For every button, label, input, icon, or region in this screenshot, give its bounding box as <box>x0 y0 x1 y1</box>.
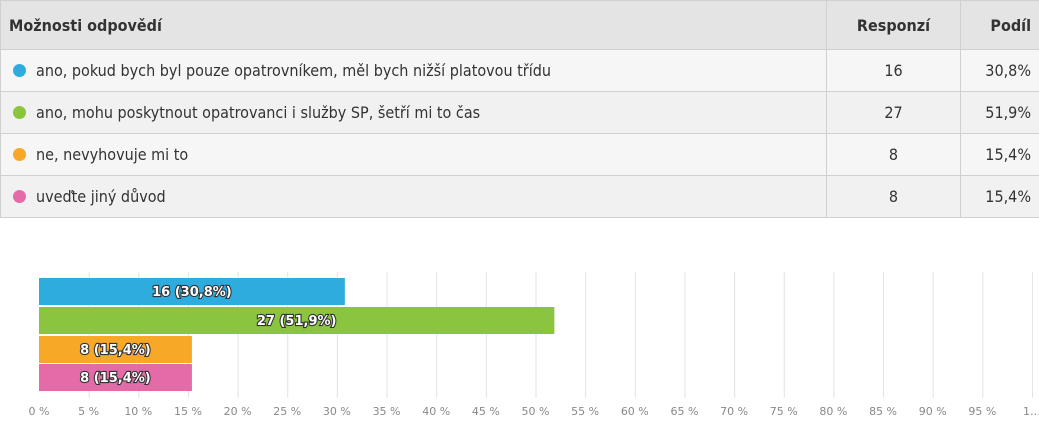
x-tick-label: 1… <box>1023 405 1039 418</box>
color-dot-icon <box>13 190 26 203</box>
x-tick-label: 10 % <box>124 405 152 418</box>
x-tick-label: 65 % <box>670 405 698 418</box>
header-options: Možnosti odpovědí <box>1 1 827 50</box>
header-share: Podíl <box>961 1 1039 50</box>
bar-chart: 0 % 5 % 10 % 15 % 20 % 25 % 30 % 35 % 40 % 45 % 50… <box>0 264 1039 428</box>
option-label: ano, mohu poskytnout opatrovanci i služb… <box>36 103 480 122</box>
count-cell: 8 <box>827 176 961 218</box>
x-tick-label: 35 % <box>373 405 401 418</box>
bar-data-label: 8 (15,4%) <box>80 343 151 358</box>
option-label: ano, pokud bych byl pouze opatrovníkem, … <box>36 61 551 80</box>
x-tick-label: 85 % <box>869 405 897 418</box>
option-label: uveďte jiný důvod <box>36 187 166 206</box>
color-dot-icon <box>13 64 26 77</box>
results-table: Možnosti odpovědí Responzí Podíl ano, po… <box>0 0 1039 218</box>
share-cell: 30,8% <box>961 50 1039 92</box>
x-tick-label: 25 % <box>273 405 301 418</box>
table-row: ne, nevyhovuje mi to 8 15,4% <box>1 134 1039 176</box>
x-tick-label: 5 % <box>78 405 99 418</box>
share-cell: 51,9% <box>961 92 1039 134</box>
option-cell: uveďte jiný důvod <box>1 176 827 218</box>
table-row: ano, mohu poskytnout opatrovanci i služb… <box>1 92 1039 134</box>
option-cell: ano, mohu poskytnout opatrovanci i služb… <box>1 92 827 134</box>
x-tick-label: 80 % <box>819 405 847 418</box>
share-cell: 15,4% <box>961 134 1039 176</box>
x-tick-label: 70 % <box>720 405 748 418</box>
color-dot-icon <box>13 106 26 119</box>
x-tick-label: 0 % <box>29 405 50 418</box>
bar-data-label: 27 (51,9%) <box>257 314 337 329</box>
option-cell: ne, nevyhovuje mi to <box>1 134 827 176</box>
x-tick-label: 20 % <box>224 405 252 418</box>
count-cell: 27 <box>827 92 961 134</box>
x-tick-label: 75 % <box>770 405 798 418</box>
x-tick-label: 40 % <box>422 405 450 418</box>
x-tick-label: 60 % <box>621 405 649 418</box>
bar-data-label: 8 (15,4%) <box>80 371 151 386</box>
x-tick-label: 15 % <box>174 405 202 418</box>
bar-chart-svg: 0 % 5 % 10 % 15 % 20 % 25 % 30 % 35 % 40 % 45 % 50… <box>0 264 1039 428</box>
count-cell: 8 <box>827 134 961 176</box>
table-row: ano, pokud bych byl pouze opatrovníkem, … <box>1 50 1039 92</box>
bar-data-label: 16 (30,8%) <box>152 285 232 300</box>
x-tick-label: 45 % <box>472 405 500 418</box>
x-tick-label: 55 % <box>571 405 599 418</box>
x-tick-label: 90 % <box>919 405 947 418</box>
x-tick-label: 30 % <box>323 405 351 418</box>
share-cell: 15,4% <box>961 176 1039 218</box>
option-cell: ano, pokud bych byl pouze opatrovníkem, … <box>1 50 827 92</box>
count-cell: 16 <box>827 50 961 92</box>
x-tick-label: 95 % <box>968 405 996 418</box>
option-label: ne, nevyhovuje mi to <box>36 145 188 164</box>
table-row: uveďte jiný důvod 8 15,4% <box>1 176 1039 218</box>
color-dot-icon <box>13 148 26 161</box>
table-header-row: Možnosti odpovědí Responzí Podíl <box>1 1 1039 50</box>
x-tick-label: 50 % <box>522 405 550 418</box>
header-responses: Responzí <box>827 1 961 50</box>
